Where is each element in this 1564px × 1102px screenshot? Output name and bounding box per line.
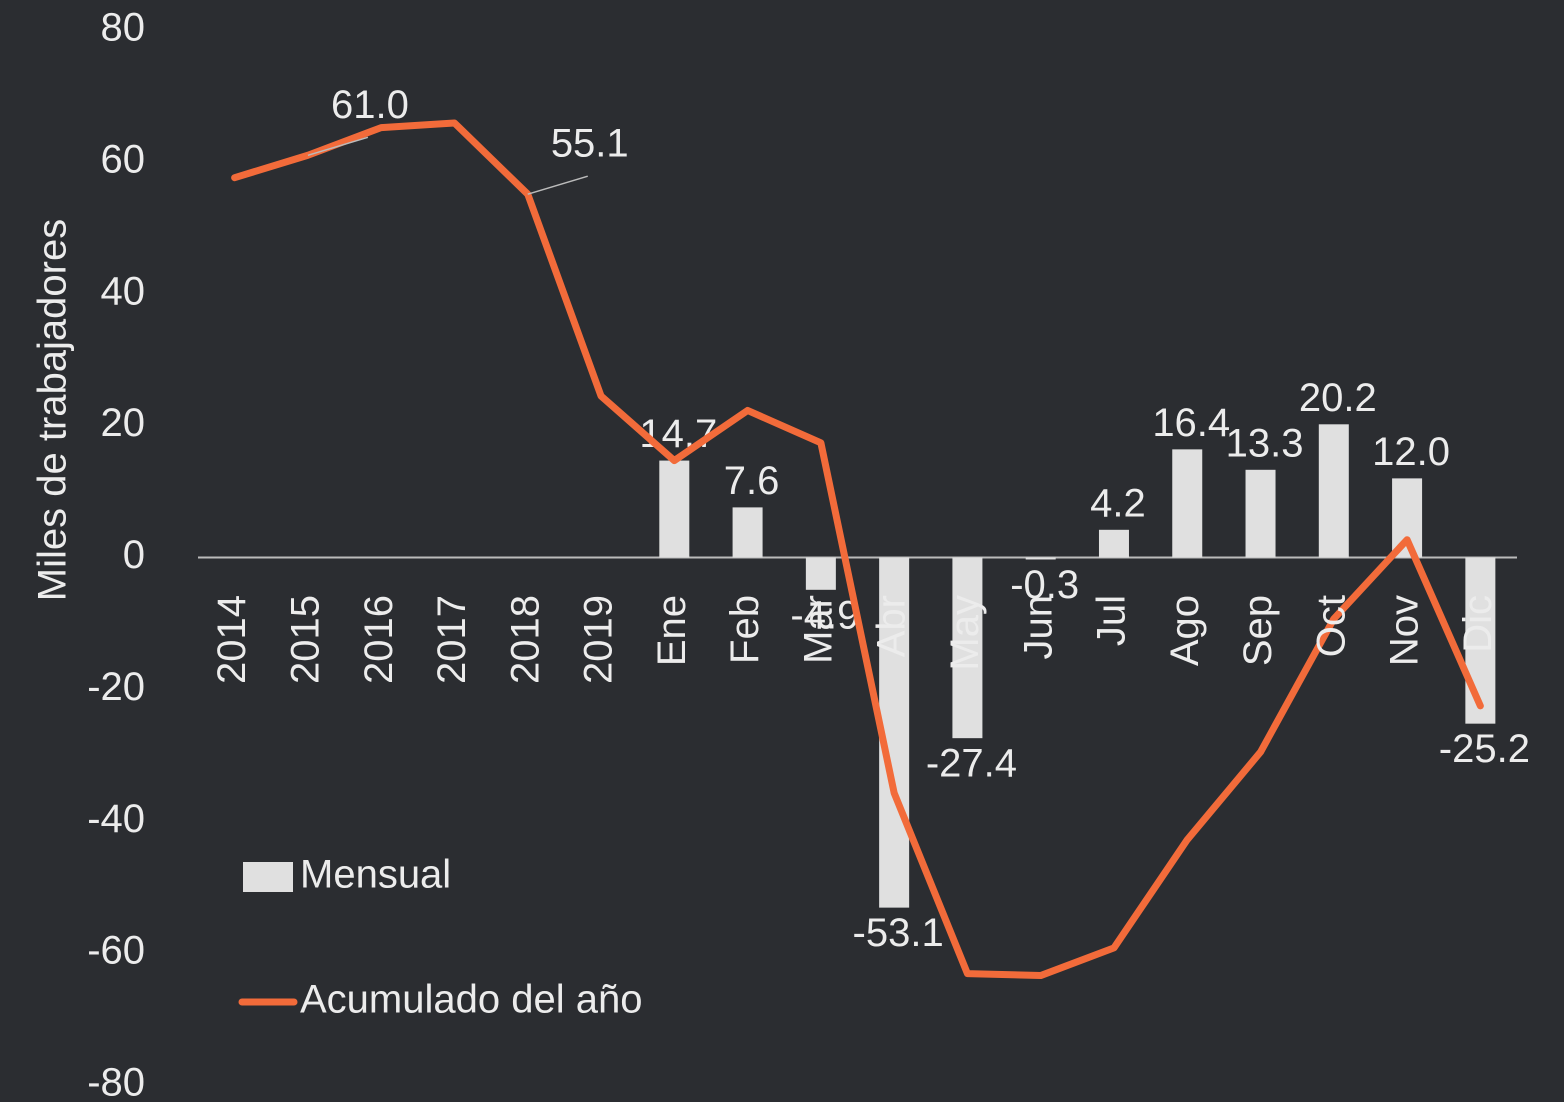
bar bbox=[1245, 469, 1276, 558]
line-value-label: 61.0 bbox=[331, 83, 409, 127]
x-tick-label: 2017 bbox=[430, 595, 474, 684]
bar bbox=[1172, 449, 1203, 558]
x-tick-label: Ago bbox=[1163, 595, 1207, 666]
x-tick-label: Abr bbox=[870, 595, 914, 657]
legend-swatch bbox=[243, 862, 293, 892]
y-tick-label: 60 bbox=[101, 137, 146, 181]
x-tick-label: 2019 bbox=[577, 595, 621, 684]
bar bbox=[805, 557, 836, 590]
y-tick-label: -60 bbox=[87, 929, 145, 973]
bar bbox=[659, 460, 690, 558]
bar-value-label: -0.3 bbox=[1010, 563, 1079, 607]
bar-value-label: -4.9 bbox=[790, 593, 859, 637]
bar-value-label: -25.2 bbox=[1439, 727, 1530, 771]
x-tick-label: 2018 bbox=[503, 595, 547, 684]
x-tick-label: Ene bbox=[650, 595, 694, 666]
legend-label: Mensual bbox=[300, 853, 451, 897]
bar-value-label: 7.6 bbox=[724, 459, 780, 503]
bar-value-label: 20.2 bbox=[1299, 376, 1377, 420]
x-tick-label: 2014 bbox=[210, 595, 254, 684]
x-tick-label: Jul bbox=[1090, 595, 1134, 646]
line-value-label: 55.1 bbox=[551, 122, 629, 166]
leader-line bbox=[307, 136, 369, 156]
x-tick-label: Sep bbox=[1236, 595, 1280, 666]
y-tick-label: 0 bbox=[123, 533, 145, 577]
y-axis-title: Miles de trabajadores bbox=[31, 219, 75, 601]
x-tick-label: 2016 bbox=[357, 595, 401, 684]
x-tick-label: May bbox=[943, 595, 987, 671]
x-tick-label: Dic bbox=[1456, 595, 1500, 653]
bar bbox=[952, 557, 983, 739]
leader-line bbox=[527, 175, 588, 195]
bar bbox=[1098, 529, 1129, 558]
bar-value-label: 4.2 bbox=[1090, 481, 1146, 525]
y-tick-label: -40 bbox=[87, 797, 145, 841]
x-tick-label: Jun bbox=[1016, 595, 1060, 660]
x-tick-label: Feb bbox=[723, 595, 767, 664]
bar-value-label: 12.0 bbox=[1372, 430, 1450, 474]
legend-label: Acumulado del año bbox=[300, 978, 642, 1022]
y-tick-label: 20 bbox=[101, 401, 146, 445]
bar-value-label: -53.1 bbox=[853, 911, 944, 955]
bar-value-label: 16.4 bbox=[1152, 401, 1230, 445]
x-tick-label: 2015 bbox=[283, 595, 327, 684]
bar bbox=[1465, 557, 1496, 724]
bar bbox=[1025, 557, 1056, 560]
y-tick-label: 40 bbox=[101, 269, 146, 313]
y-tick-label: 80 bbox=[101, 6, 146, 50]
bar bbox=[732, 507, 763, 558]
bar-value-label: 14.7 bbox=[639, 412, 717, 456]
x-tick-label: Mar bbox=[796, 595, 840, 664]
x-tick-label: Nov bbox=[1383, 595, 1427, 666]
bar-value-label: 13.3 bbox=[1226, 421, 1304, 465]
x-tick-label: Oct bbox=[1309, 595, 1353, 657]
bar-value-label: -27.4 bbox=[926, 742, 1017, 786]
bar bbox=[1318, 424, 1349, 558]
y-tick-label: -80 bbox=[87, 1061, 145, 1102]
y-tick-label: -20 bbox=[87, 665, 145, 709]
line bbox=[231, 119, 1484, 980]
